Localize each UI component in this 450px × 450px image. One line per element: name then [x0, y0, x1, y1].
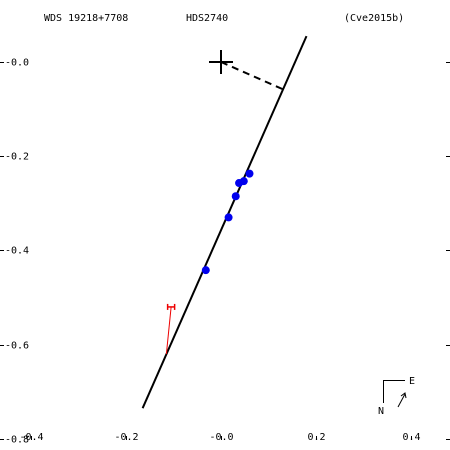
- axis-ticks: [0, 62, 450, 440]
- x-tick-label-0: -0.4: [19, 432, 43, 443]
- orbit-line: [141, 35, 308, 409]
- x-tick-label-1: -0.2: [114, 432, 138, 443]
- observation-point-3: [231, 192, 240, 201]
- y-tick-label-2: -0.4: [5, 246, 29, 257]
- motion-arrow-shaft: [397, 393, 406, 408]
- compass: E N: [378, 376, 415, 417]
- reference-code: (Cve2015b): [344, 13, 404, 24]
- motion-arrow-head: [400, 392, 407, 399]
- y-tick-label-4: -0.8: [5, 435, 29, 446]
- observation-point-5: [201, 266, 210, 275]
- y-tick-label-1: -0.2: [5, 152, 29, 163]
- compass-north-label: N: [378, 406, 384, 417]
- x-tick-label-2: -0.0: [209, 432, 233, 443]
- discoverer-code: HDS2740: [186, 13, 228, 24]
- x-tick-label-3: 0.2: [307, 432, 325, 443]
- observation-point-4: [224, 213, 233, 222]
- observation-point-2: [235, 179, 244, 188]
- wds-identifier: WDS 19218+7708: [44, 13, 128, 24]
- compass-east-label: E: [409, 376, 415, 387]
- outlier-residual-line: [165, 306, 172, 355]
- y-tick-label-3: -0.6: [5, 341, 29, 352]
- tick-labels: -0.4 -0.2 -0.0 0.2 0.4 -0.0 -0.2 -0.4 -0.6 -0.8: [5, 58, 421, 446]
- observation-point-0: [245, 169, 254, 178]
- y-tick-label-0: -0.0: [5, 58, 29, 69]
- chart-marks: [141, 35, 308, 409]
- x-tick-label-4: 0.4: [402, 432, 420, 443]
